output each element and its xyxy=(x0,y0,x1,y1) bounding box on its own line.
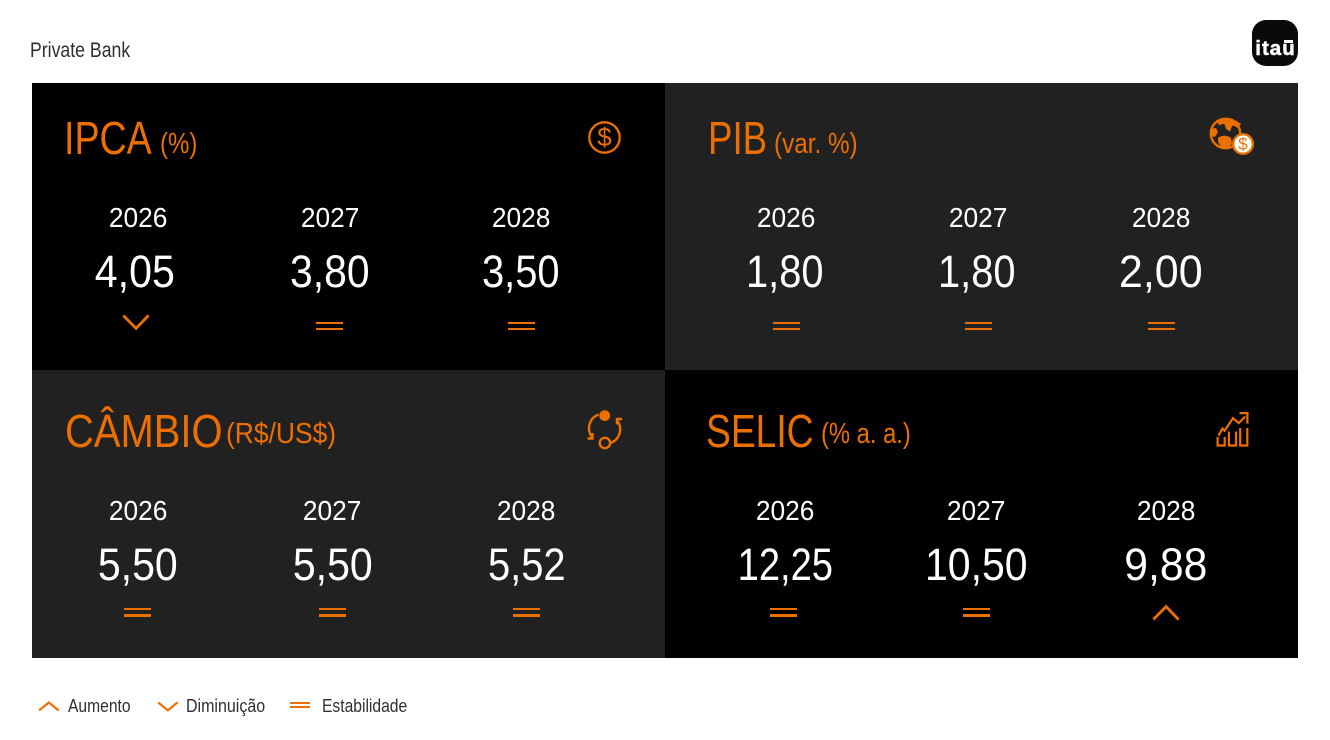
svg-text:$: $ xyxy=(597,122,612,152)
svg-text:$: $ xyxy=(1238,135,1248,154)
